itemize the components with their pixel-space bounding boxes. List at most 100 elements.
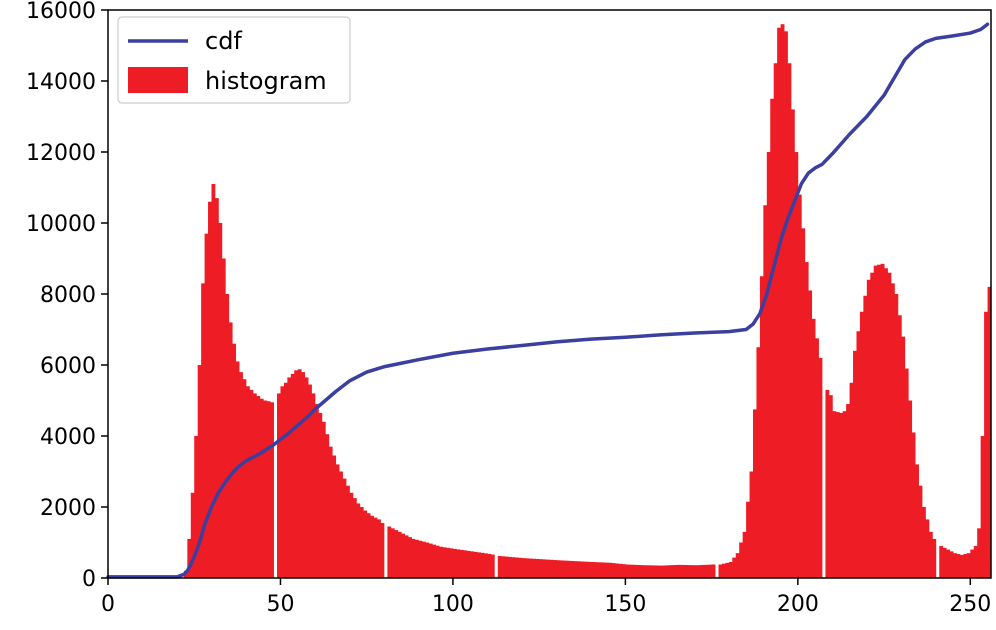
axes: 0 50 100 150 200 250 0 2000 4000 6000 8000 10000 120… [26,0,992,617]
histogram-bar [608,562,612,578]
histogram-bar [646,565,650,578]
histogram-bar [873,265,878,578]
histogram-bar [421,541,426,578]
histogram-bar [556,560,561,578]
histogram-bar [535,558,540,578]
y-tick-label: 2000 [40,496,96,521]
histogram-bar [911,432,916,578]
histogram-bar [549,559,554,578]
histogram-bar [363,510,368,578]
histogram-bar [728,562,733,578]
histogram-bar [687,565,692,578]
histogram-bar [511,557,516,578]
histogram-bar [753,409,757,579]
histogram-bar [425,542,430,578]
histogram-bar [459,549,464,578]
x-tick-label: 0 [101,592,115,617]
histogram-bar [287,377,292,578]
histogram-bar [497,555,502,578]
histogram-bar [649,565,654,578]
histogram-bar [987,286,992,578]
histogram-bar [618,563,623,578]
histogram-bar [697,565,702,578]
histogram-bar [256,396,261,578]
histogram-bar [615,563,619,578]
histogram-bar [811,318,816,578]
histogram-bar [477,552,481,578]
histogram-bar [884,268,888,578]
histogram-bar [439,546,443,578]
histogram-bar [342,478,347,578]
histogram-bar [304,377,309,578]
histogram-bar [746,501,750,578]
histogram-bar [580,561,585,578]
histogram-bar [515,557,519,578]
y-tick-label: 10000 [26,212,96,237]
histogram-bar [508,556,512,578]
histogram-bar [532,558,537,578]
histogram-bar [925,519,930,578]
histogram-bar [804,262,809,578]
histogram-bar [832,411,837,578]
histogram-bar [915,464,919,578]
histogram-bar [404,535,409,578]
histogram-bar [259,398,264,578]
histogram-bar [611,563,616,578]
histogram-bar [290,373,295,579]
histogram-bar [528,558,533,578]
histogram-bar [656,565,661,578]
histogram-bar [387,526,392,578]
histogram-bar [414,539,419,578]
histogram-bar [673,565,678,578]
histogram-bar [480,552,485,578]
histogram-bar [787,63,792,578]
histogram-bar [621,564,626,578]
histogram-bar [377,519,381,578]
histogram-bar [352,498,357,579]
histogram-bar [790,109,795,579]
histogram-bar [604,562,609,578]
histogram-bar [853,350,857,578]
histogram-bar [773,63,778,578]
y-tick-label: 12000 [26,141,96,166]
histogram-bar [463,550,468,578]
histogram-bar [756,347,761,578]
histogram-bar [228,322,233,578]
histogram-bar [797,194,802,578]
histogram-bar [242,379,247,578]
histogram-bar [594,562,599,578]
histogram-bar [701,564,706,578]
histogram-bar [563,560,568,578]
histogram-bar [335,464,340,578]
histogram-bar [835,412,840,578]
histogram-bar [711,564,716,578]
histogram-bar [232,343,237,578]
histogram-bar [759,276,764,578]
histogram-bar [252,393,257,578]
histogram-bar [197,365,202,578]
histogram-bar [370,515,374,579]
histogram-bar [487,553,492,578]
histogram-bar [718,564,723,578]
histogram-bar [321,421,326,578]
histogram-bar [566,560,571,578]
histogram-bar [808,290,813,578]
histogram-bar [704,564,709,578]
histogram-bar [659,565,664,578]
histogram-bar [339,471,343,578]
histogram-bar [318,412,323,578]
histogram-bar [601,562,606,578]
y-tick-label: 4000 [40,425,96,450]
histogram-bar [408,537,412,578]
histogram-bar [742,531,747,578]
histogram-bar [908,400,913,578]
histogram-bar [890,283,895,578]
histogram-bar [770,98,775,578]
histogram-bar [587,561,592,578]
histogram-bar [314,404,319,578]
histogram-bar [666,565,671,578]
histogram-bar [694,565,699,578]
histogram-bar [690,565,695,578]
histogram-bar [980,436,985,578]
histogram-bar [211,183,216,578]
